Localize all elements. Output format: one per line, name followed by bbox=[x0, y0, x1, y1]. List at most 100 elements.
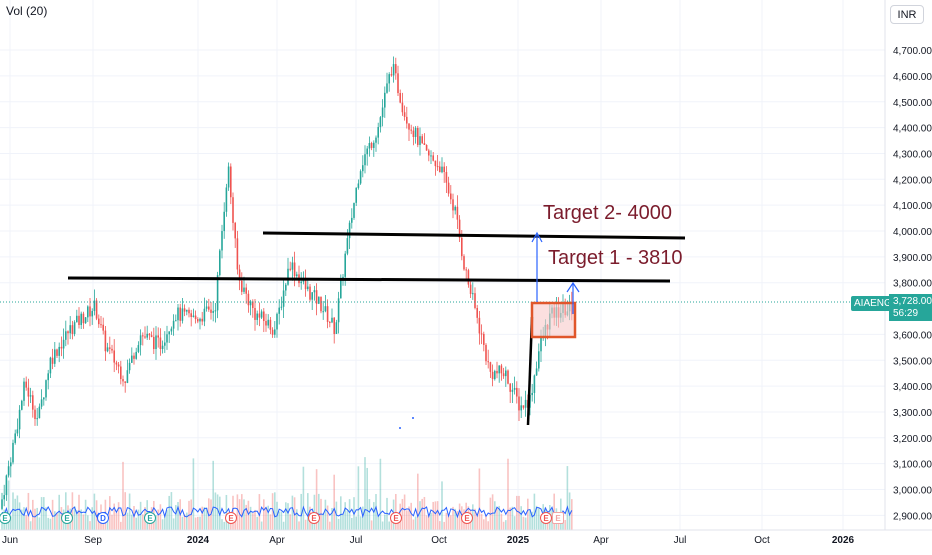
volume-bar bbox=[302, 466, 305, 530]
price-axis[interactable]: 4,700.00 4,600.00 4,500.00 4,400.00 4,300.00… bbox=[884, 0, 932, 530]
candle-body bbox=[45, 380, 47, 398]
candle-body bbox=[267, 319, 269, 326]
earnings-event-icon[interactable]: E bbox=[61, 512, 73, 524]
candle-body bbox=[430, 155, 432, 157]
volume-bar bbox=[214, 492, 217, 530]
volume-bar bbox=[553, 493, 555, 530]
time-axis[interactable]: Jun Sep 2024 Apr Jul Oct 2025 Apr Jul Oct 2026 bbox=[0, 529, 932, 546]
resistance-line-lower[interactable] bbox=[67, 276, 671, 283]
candle-body bbox=[256, 313, 258, 320]
volume-bar bbox=[478, 468, 481, 530]
candle-body bbox=[106, 347, 109, 352]
candle-body bbox=[194, 315, 197, 320]
time-tick-label: Apr bbox=[269, 535, 285, 546]
candle-body bbox=[186, 309, 188, 312]
volume-bar bbox=[509, 507, 511, 530]
earnings-event-icon[interactable]: E bbox=[540, 512, 552, 524]
volume-bar bbox=[458, 503, 461, 530]
candle-body bbox=[353, 202, 355, 218]
volume-bar bbox=[406, 510, 408, 530]
candle-body bbox=[192, 315, 195, 317]
volume-bar bbox=[122, 461, 124, 530]
candle-body bbox=[227, 166, 230, 188]
volume-bar bbox=[386, 497, 388, 530]
earnings-event-icon[interactable]: E bbox=[461, 512, 473, 524]
candle-body bbox=[474, 293, 476, 309]
volume-bar bbox=[124, 492, 126, 530]
volume-bar bbox=[333, 474, 335, 530]
candle-body bbox=[126, 370, 129, 383]
candle-body bbox=[197, 319, 199, 322]
volume-bar bbox=[269, 514, 272, 530]
earnings-event-icon[interactable]: E bbox=[308, 512, 320, 524]
candle-body bbox=[232, 197, 234, 223]
consolidation-box[interactable] bbox=[530, 301, 577, 339]
earnings-event-icon[interactable]: E bbox=[552, 512, 564, 524]
volume-bar bbox=[533, 493, 536, 530]
candle-body bbox=[414, 127, 417, 137]
currency-selector[interactable]: INR bbox=[890, 5, 924, 24]
volume-bar bbox=[89, 521, 91, 530]
volume-bar bbox=[80, 509, 82, 530]
volume-bar bbox=[540, 521, 542, 530]
volume-ma-line bbox=[1, 505, 573, 519]
candle-body bbox=[205, 306, 208, 309]
time-tick-label: Oct bbox=[754, 535, 770, 546]
candle-body bbox=[34, 409, 36, 419]
volume-bar bbox=[139, 501, 142, 530]
candle-body bbox=[432, 155, 434, 161]
candle-body bbox=[357, 183, 360, 188]
candle-body bbox=[498, 365, 500, 374]
price-tick-label: 3,500.00 bbox=[893, 356, 932, 367]
candle-body bbox=[78, 315, 80, 325]
volume-bar bbox=[278, 511, 280, 530]
volume-indicator-label[interactable]: Vol (20) bbox=[6, 4, 48, 18]
volume-bar bbox=[417, 473, 419, 530]
volume-bar bbox=[370, 520, 373, 530]
candle-body bbox=[29, 395, 32, 397]
candle-body bbox=[14, 433, 16, 443]
candle-body bbox=[102, 324, 104, 331]
price-tick-label: 4,000.00 bbox=[893, 227, 932, 238]
candle-body bbox=[346, 238, 349, 254]
volume-bar bbox=[476, 513, 478, 530]
earnings-event-icon[interactable]: E bbox=[0, 512, 11, 524]
earnings-event-icon[interactable]: E bbox=[390, 512, 402, 524]
volume-bar bbox=[175, 505, 177, 530]
candle-body bbox=[175, 320, 177, 322]
candle-body bbox=[533, 375, 536, 393]
earnings-event-icon[interactable]: D bbox=[97, 512, 109, 524]
volume-bar bbox=[78, 494, 80, 530]
time-tick-label: 2024 bbox=[187, 535, 210, 546]
volume-bar bbox=[106, 517, 109, 530]
volume-bar bbox=[27, 492, 30, 530]
candle-body bbox=[489, 362, 492, 372]
candle-body bbox=[139, 335, 142, 346]
candle-body bbox=[168, 331, 170, 335]
volume-bar bbox=[45, 507, 47, 530]
candle-body bbox=[155, 335, 157, 350]
volume-bar bbox=[40, 497, 43, 530]
volume-bar bbox=[529, 510, 531, 530]
volume-bar bbox=[73, 506, 76, 530]
resistance-line-upper[interactable] bbox=[262, 231, 686, 240]
candle-body bbox=[109, 347, 111, 349]
candle-body bbox=[124, 381, 126, 383]
candle-body bbox=[188, 309, 190, 314]
earnings-event-icon[interactable]: E bbox=[225, 512, 237, 524]
volume-bar bbox=[192, 458, 195, 530]
candle-body bbox=[58, 346, 60, 356]
candle-body bbox=[408, 123, 410, 130]
volume-bar bbox=[337, 518, 340, 530]
volume-bar bbox=[115, 512, 118, 530]
volume-bar bbox=[500, 513, 503, 530]
volume-bar bbox=[205, 507, 208, 530]
candle-body bbox=[36, 418, 38, 420]
volume-bar bbox=[142, 514, 144, 530]
volume-bar bbox=[296, 509, 298, 530]
candle-body bbox=[32, 395, 34, 410]
earnings-event-icon[interactable]: E bbox=[144, 512, 156, 524]
candle-body bbox=[1, 499, 3, 509]
